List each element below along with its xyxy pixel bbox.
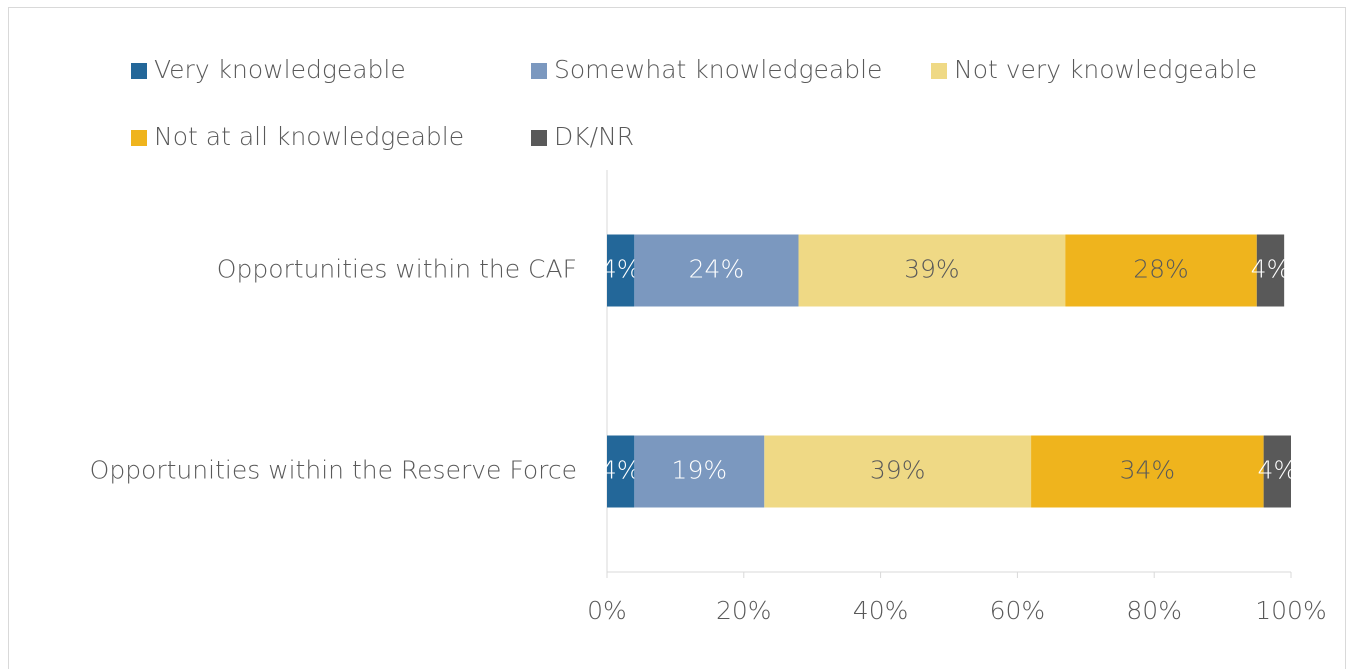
data-label: 28%	[1133, 255, 1189, 284]
y-tick-label: Opportunities within the CAF	[217, 255, 577, 284]
data-label: 4%	[1251, 255, 1291, 284]
chart-frame	[8, 7, 1346, 669]
data-label: 24%	[689, 255, 745, 284]
bar-segment	[1256, 234, 1285, 307]
legend-swatch	[531, 130, 547, 146]
legend-label: DK/NR	[554, 122, 634, 151]
data-label: 19%	[672, 456, 728, 485]
x-tick-label: 100%	[1255, 596, 1326, 625]
legend-swatch	[131, 63, 147, 79]
bar-segment	[1263, 435, 1291, 508]
bar-segment	[798, 234, 1066, 307]
x-tick-label: 0%	[587, 596, 627, 625]
bar-segment	[607, 435, 635, 508]
x-tick-label: 40%	[853, 596, 909, 625]
legend-label: Not very knowledgeable	[954, 55, 1257, 84]
x-tick-label: 20%	[716, 596, 772, 625]
data-label: 4%	[601, 456, 641, 485]
data-label: 39%	[870, 456, 926, 485]
bar-segment	[1065, 234, 1257, 307]
data-label: 39%	[904, 255, 960, 284]
bar-segment	[634, 234, 799, 307]
bar-segment	[634, 435, 765, 508]
legend-label: Very knowledgeable	[154, 55, 406, 84]
bar-segment	[1031, 435, 1264, 508]
data-label: 34%	[1120, 456, 1176, 485]
bar-segment	[607, 234, 635, 307]
y-tick-label: Opportunities within the Reserve Force	[90, 456, 577, 485]
legend-swatch	[131, 130, 147, 146]
data-label: 4%	[1257, 456, 1297, 485]
legend-swatch	[931, 63, 947, 79]
legend-label: Not at all knowledgeable	[154, 122, 464, 151]
bar-segment	[764, 435, 1032, 508]
legend-label: Somewhat knowledgeable	[554, 55, 882, 84]
data-label: 4%	[601, 255, 641, 284]
x-tick-label: 80%	[1126, 596, 1182, 625]
x-tick-label: 60%	[990, 596, 1046, 625]
legend-swatch	[531, 63, 547, 79]
